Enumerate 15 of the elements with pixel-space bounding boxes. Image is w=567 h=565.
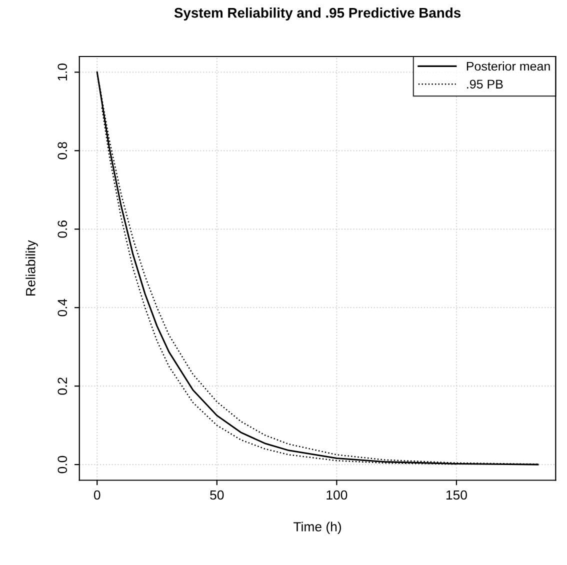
y-axis-title: Reliability: [26, 240, 38, 296]
legend-label: .95 PB: [467, 80, 503, 89]
y-tick-label: 0.8: [58, 142, 68, 160]
y-tick-label: 0.4: [58, 298, 68, 316]
legend-label: Posterior mean: [466, 62, 550, 71]
y-tick-label: 0.6: [58, 220, 68, 238]
chart-title: System Reliability and .95 Predictive Bands: [174, 8, 461, 20]
x-tick-label: 150: [446, 490, 467, 500]
x-tick-label: 0: [94, 490, 100, 500]
y-tick-label: 0.2: [58, 378, 68, 395]
y-tick-label: 0.0: [58, 456, 68, 474]
x-tick-label: 50: [210, 490, 224, 500]
x-axis-title: Time (h): [294, 522, 342, 534]
x-tick-label: 100: [326, 490, 348, 500]
y-tick-label: 1.0: [58, 64, 68, 80]
